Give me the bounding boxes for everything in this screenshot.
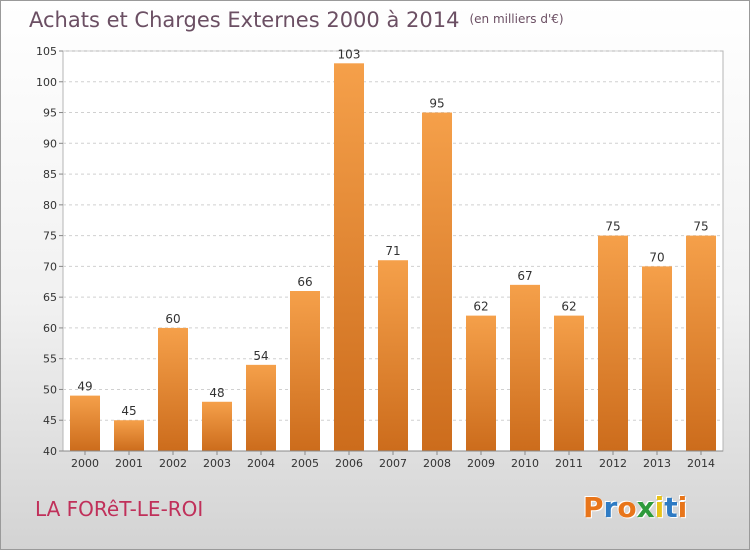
x-tick-label: 2013 xyxy=(643,457,671,470)
y-tick-label: 65 xyxy=(43,291,57,304)
chart-title: Achats et Charges Externes 2000 à 2014 (e… xyxy=(29,8,564,32)
bar-value-label: 62 xyxy=(561,300,576,314)
bar-value-label: 75 xyxy=(693,220,708,234)
logo-letter: r xyxy=(603,491,618,524)
bar-value-label: 54 xyxy=(253,349,268,363)
y-tick-label: 50 xyxy=(43,383,57,396)
bar-value-label: 67 xyxy=(517,269,532,283)
y-tick-label: 55 xyxy=(43,353,57,366)
logo-letter: o xyxy=(617,491,637,524)
bar-value-label: 48 xyxy=(209,386,224,400)
commune-name: LA FORêT-LE-ROI xyxy=(35,497,204,521)
x-tick-label: 2012 xyxy=(599,457,627,470)
y-tick-label: 70 xyxy=(43,260,57,273)
logo-letter: P xyxy=(583,491,604,524)
bar-2007 xyxy=(378,260,408,451)
bar-value-label: 71 xyxy=(385,244,400,258)
y-tick-label: 75 xyxy=(43,230,57,243)
bar-value-label: 75 xyxy=(605,220,620,234)
bar-value-label: 95 xyxy=(429,97,444,111)
bar-value-label: 66 xyxy=(297,275,312,289)
bar-2003 xyxy=(202,401,232,451)
y-tick-label: 85 xyxy=(43,168,57,181)
y-tick-label: 45 xyxy=(43,414,57,427)
bar-2006 xyxy=(334,63,364,452)
bar-value-label: 62 xyxy=(473,300,488,314)
logo-letter: t xyxy=(664,491,678,524)
proxiti-logo: Proxiti xyxy=(583,491,687,524)
chart-title-text: Achats et Charges Externes 2000 à 2014 xyxy=(29,8,460,32)
bar-2008 xyxy=(422,112,452,452)
bar-2011 xyxy=(554,315,584,451)
x-tick-label: 2002 xyxy=(159,457,187,470)
bar-2013 xyxy=(642,266,672,451)
y-tick-label: 80 xyxy=(43,199,57,212)
chart-unit: (en milliers d'€) xyxy=(469,12,564,26)
x-tick-label: 2004 xyxy=(247,457,275,470)
bar-2002 xyxy=(158,327,188,451)
bar-2012 xyxy=(598,235,628,451)
x-tick-label: 2014 xyxy=(687,457,715,470)
y-tick-label: 95 xyxy=(43,107,57,120)
y-tick-label: 105 xyxy=(36,45,57,58)
x-tick-label: 2003 xyxy=(203,457,231,470)
bar-2000 xyxy=(70,395,100,451)
logo-letter: x xyxy=(636,491,655,524)
y-tick-label: 60 xyxy=(43,322,57,335)
bar-2010 xyxy=(510,284,540,451)
logo-letter: i xyxy=(654,491,665,524)
bar-2005 xyxy=(290,291,320,451)
y-tick-label: 90 xyxy=(43,137,57,150)
bar-2014 xyxy=(686,235,716,451)
logo-letter: i xyxy=(677,491,688,524)
bar-value-label: 60 xyxy=(165,312,180,326)
x-tick-label: 2006 xyxy=(335,457,363,470)
y-tick-label: 100 xyxy=(36,76,57,89)
bar-2001 xyxy=(114,420,144,451)
x-tick-label: 2000 xyxy=(71,457,99,470)
x-tick-label: 2001 xyxy=(115,457,143,470)
x-tick-label: 2007 xyxy=(379,457,407,470)
bar-value-label: 45 xyxy=(121,404,136,418)
x-tick-label: 2005 xyxy=(291,457,319,470)
bar-value-label: 49 xyxy=(77,380,92,394)
bar-2004 xyxy=(246,364,276,451)
x-tick-label: 2008 xyxy=(423,457,451,470)
x-tick-label: 2010 xyxy=(511,457,539,470)
bar-2009 xyxy=(466,315,496,451)
bar-value-label: 70 xyxy=(649,250,664,264)
y-tick-label: 40 xyxy=(43,445,57,458)
x-tick-label: 2011 xyxy=(555,457,583,470)
bar-value-label: 103 xyxy=(338,47,361,61)
x-tick-label: 2009 xyxy=(467,457,495,470)
